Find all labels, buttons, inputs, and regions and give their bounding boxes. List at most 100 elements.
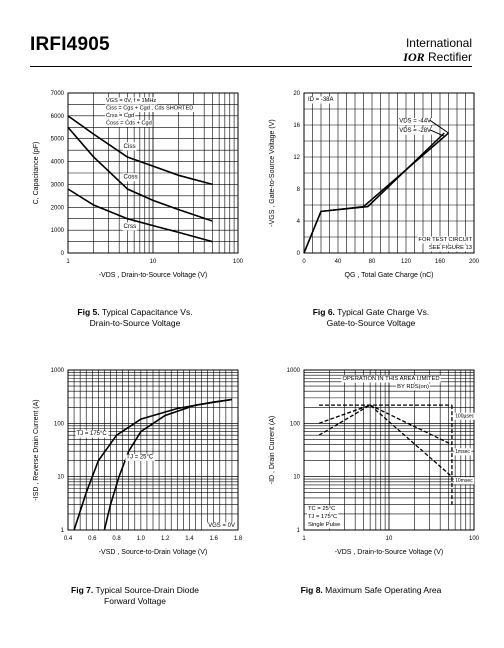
plot-frame	[67, 369, 239, 531]
fig8-svg: 1 10 100 1 10 100 1000 -VDS , Drain-to-Source V…	[269, 368, 480, 556]
x-tick-label: 1.4	[185, 536, 194, 542]
y-tick-label: 2000	[51, 205, 65, 211]
annotation-vds44-bg	[398, 118, 433, 126]
annotation-operation: OPERATION IN THIS AREA LIMITED	[342, 376, 439, 382]
fig6-title-l1: Typical Gate Charge Vs.	[337, 307, 430, 317]
fig6-title-l2: Gate-to-Source Voltage	[326, 318, 416, 328]
series-label-coss-bg	[122, 173, 139, 182]
y-tick-label: 10	[293, 475, 300, 481]
fig8-num: Fig 8.	[300, 585, 323, 595]
annotation-bg	[105, 105, 195, 112]
series-line-coss	[67, 126, 213, 222]
fig7-svg: 0.4 0.6 0.8 1.0 1.2 1.4 1.6 1.8 1 10 100 1000 -VSD ,…	[33, 368, 243, 556]
annotation: Coss = Cds + Cgd	[106, 121, 152, 127]
annotation-vds44: VDS = -44V	[399, 119, 431, 125]
x-tick-label: 1.6	[210, 536, 219, 542]
annotation-tj-bg	[307, 513, 339, 521]
series-line-crss	[67, 188, 213, 243]
annotation-rds: BY RDS(on)	[397, 384, 429, 390]
fig7-title-l2: Forward Voltage	[104, 596, 166, 606]
x-tick-label: 10	[386, 536, 393, 542]
y-tick-label: 4000	[51, 160, 65, 166]
x-tick-label: 160	[435, 259, 446, 265]
fig6-svg: 0 40 80 120 160 200 0 4 8 12 16 20 QG , Total Gate C…	[269, 91, 480, 279]
annotation-test-circuit: FOR TEST CIRCUIT	[418, 237, 472, 243]
y-tick-label: 20	[293, 91, 300, 97]
fig5-svg: 1 10 10001000200030004000500060007000-VDS …	[33, 91, 244, 279]
y-tick-label: 5000	[51, 137, 65, 143]
annotation-id: ID = -38A	[308, 97, 334, 103]
annotation-bg	[105, 112, 136, 120]
series-label-coss: Coss	[124, 174, 138, 181]
y-axis-label: C, Capacitance (pF)	[33, 142, 40, 205]
curve-label-10msec: 10msec	[455, 478, 473, 484]
annotation: VGS = 0V, f = 1MHz	[106, 98, 156, 104]
annotation: Ciss = Cgs + Cgd , Cds SHORTED	[106, 106, 193, 112]
y-tick-label: 7000	[51, 91, 65, 97]
annotation-id-bg	[307, 96, 335, 104]
annotation-see-figure-bg	[427, 244, 473, 252]
fig5-num: Fig 5.	[77, 307, 100, 317]
x-tick-label: 1	[66, 259, 70, 265]
series-line-vds-1	[303, 132, 445, 254]
x-tick-label: 40	[335, 259, 342, 265]
annotation-vgs: VGS = 0V	[208, 523, 235, 529]
x-tick-label: 0	[302, 259, 306, 265]
header-rule	[30, 66, 472, 67]
x-axis-label: -VDS , Drain-to-Source Voltage (V)	[99, 272, 208, 279]
annotation-see-figure: SEE FIGURE 13	[429, 245, 472, 251]
x-tick-label: 1	[302, 536, 306, 542]
x-axis-label: QG , Total Gate Charge (nC)	[345, 272, 434, 279]
x-tick-label: 120	[401, 259, 412, 265]
y-tick-label: 8	[297, 187, 301, 193]
curve-label-1msec-bg	[454, 448, 472, 456]
annotation-tj25: TJ = 25°C	[126, 454, 154, 460]
y-tick-label: 1	[61, 528, 65, 534]
series-label-crss-bg	[122, 222, 138, 231]
series-label-crss: Crss	[124, 223, 137, 230]
fig6-caption: Fig 6. Typical Gate Charge Vs. Gate-to-S…	[256, 307, 486, 329]
x-axis-label: -VDS , Drain-to-Source Voltage (V)	[335, 549, 444, 556]
fig5-title-l2: Drain-to-Source Voltage	[89, 318, 181, 328]
x-tick-label: 80	[369, 259, 376, 265]
y-tick-label: 100	[290, 421, 301, 427]
x-tick-label: 0.6	[88, 536, 97, 542]
x-tick-label: 1.8	[234, 536, 243, 542]
y-axis-label: -ISD , Reverse Drain Current (A)	[33, 399, 40, 500]
annotation-single-pulse-bg	[307, 521, 342, 529]
y-tick-label: 10	[57, 475, 64, 481]
curve-label-100usec-bg	[454, 412, 476, 420]
annotation-tc-bg	[307, 505, 337, 513]
curve-label-1msec: 1msec	[455, 449, 470, 455]
fig6-num: Fig 6.	[312, 307, 335, 317]
series-label-ciss: Ciss	[124, 143, 136, 150]
series-line-vds-0	[303, 132, 449, 254]
part-number: IRFI4905	[30, 34, 110, 55]
annotation-tc: TC = 25°C	[308, 506, 335, 512]
fig8-chart: 1 10 100 1 10 100 1000 -VDS , Drain-to-Source V…	[256, 362, 486, 572]
x-axis-label: -VSD , Source-to-Drain Voltage (V)	[99, 549, 208, 556]
plot-frame	[67, 92, 239, 254]
y-axis-label: -ID , Drain Current (A)	[269, 416, 276, 484]
annotation-vds28: VDS = -28V	[399, 128, 431, 134]
fig5-title-l1: Typical Capacitance Vs.	[101, 307, 193, 317]
y-tick-label: 4	[297, 219, 301, 225]
brand-line2-wrapper: IOR Rectifier	[403, 50, 472, 65]
y-tick-label: 6000	[51, 114, 65, 120]
series-line-tj-1	[103, 398, 233, 531]
annotation-bg	[105, 97, 158, 105]
annotation-test-circuit-bg	[417, 236, 474, 244]
y-tick-label: 12	[293, 155, 300, 161]
fig6-chart: 0 40 80 120 160 200 0 4 8 12 16 20 QG , Total Gate C…	[256, 85, 486, 295]
fig5-caption: Fig 5. Typical Capacitance Vs. Drain-to-…	[20, 307, 250, 329]
x-tick-label: 0.8	[112, 536, 121, 542]
x-tick-label: 10	[150, 259, 157, 265]
fig7-title-l1: Typical Source-Drain Diode	[95, 585, 199, 595]
x-tick-label: 100	[469, 536, 480, 542]
y-tick-label: 1000	[287, 368, 301, 374]
brand-logo: IOR	[403, 50, 425, 64]
annotation: Crss = Cgd	[106, 113, 134, 119]
series-line-ciss	[67, 115, 213, 186]
y-axis-label: -VGS , Gate-to-Source Voltage (V)	[269, 119, 276, 226]
x-tick-label: 100	[233, 259, 244, 265]
